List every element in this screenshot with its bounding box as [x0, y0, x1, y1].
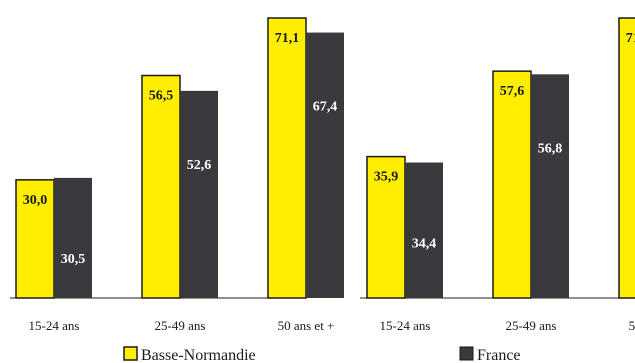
- x-tick-label-50-ans-et: 50 ans et +: [278, 318, 335, 333]
- data-label-france-25-49-ans: 52,6: [187, 158, 212, 173]
- bar-france-50-ans-et: [306, 32, 344, 299]
- chart-panel-1: 30,0 30,5 15-24 ans 56,5 52,6 25-49 ans 71,1 67…: [10, 17, 344, 333]
- legend-swatch-france: [459, 346, 474, 361]
- bar-basse-normandie-25-49-ans: [492, 70, 532, 299]
- bar-france-15-24-ans: [405, 162, 443, 298]
- bar-basse-normandie-50-ans-et: [267, 17, 307, 299]
- bar-basse-normandie-50-ans-et: [618, 17, 635, 299]
- legend-label-france: France: [477, 347, 521, 363]
- data-label-basse-normandie-25-49-ans: 56,5: [149, 88, 174, 103]
- data-label-france-50-ans-et: 67,4: [313, 100, 338, 115]
- x-tick-label-25-49-ans: 25-49 ans: [506, 318, 557, 333]
- data-label-basse-normandie-15-24-ans: 35,9: [374, 170, 399, 185]
- bar-france-25-49-ans: [531, 74, 569, 298]
- data-label-basse-normandie-15-24-ans: 30,0: [23, 193, 48, 208]
- data-label-france-25-49-ans: 56,8: [538, 141, 563, 156]
- data-label-france-15-24-ans: 34,4: [412, 237, 437, 252]
- bar-basse-normandie-15-24-ans: [366, 155, 406, 299]
- data-label-basse-normandie-25-49-ans: 57,6: [500, 84, 525, 99]
- data-label-basse-normandie-50-ans-et: 71,1: [275, 31, 300, 46]
- x-tick-label-15-24-ans: 15-24 ans: [29, 318, 80, 333]
- x-tick-label-15-24-ans: 15-24 ans: [380, 318, 431, 333]
- data-label-france-15-24-ans: 30,5: [61, 252, 86, 267]
- legend-label-basse-normandie: Basse-Normandie: [141, 347, 256, 363]
- bar-france-15-24-ans: [54, 177, 92, 298]
- data-label-basse-normandie-50-ans-et: 71,1: [626, 31, 635, 46]
- chart-legend: Basse-Normandie France: [123, 346, 521, 363]
- legend-swatch-basse-normandie: [123, 346, 138, 361]
- x-tick-label-50-ans-et: 50 ans et +: [629, 318, 635, 333]
- bar-france-25-49-ans: [180, 90, 218, 298]
- chart-panels: 30,0 30,5 15-24 ans 56,5 52,6 25-49 ans 71,1 67…: [10, 17, 635, 333]
- bar-basse-normandie-25-49-ans: [141, 74, 181, 299]
- x-tick-label-25-49-ans: 25-49 ans: [155, 318, 206, 333]
